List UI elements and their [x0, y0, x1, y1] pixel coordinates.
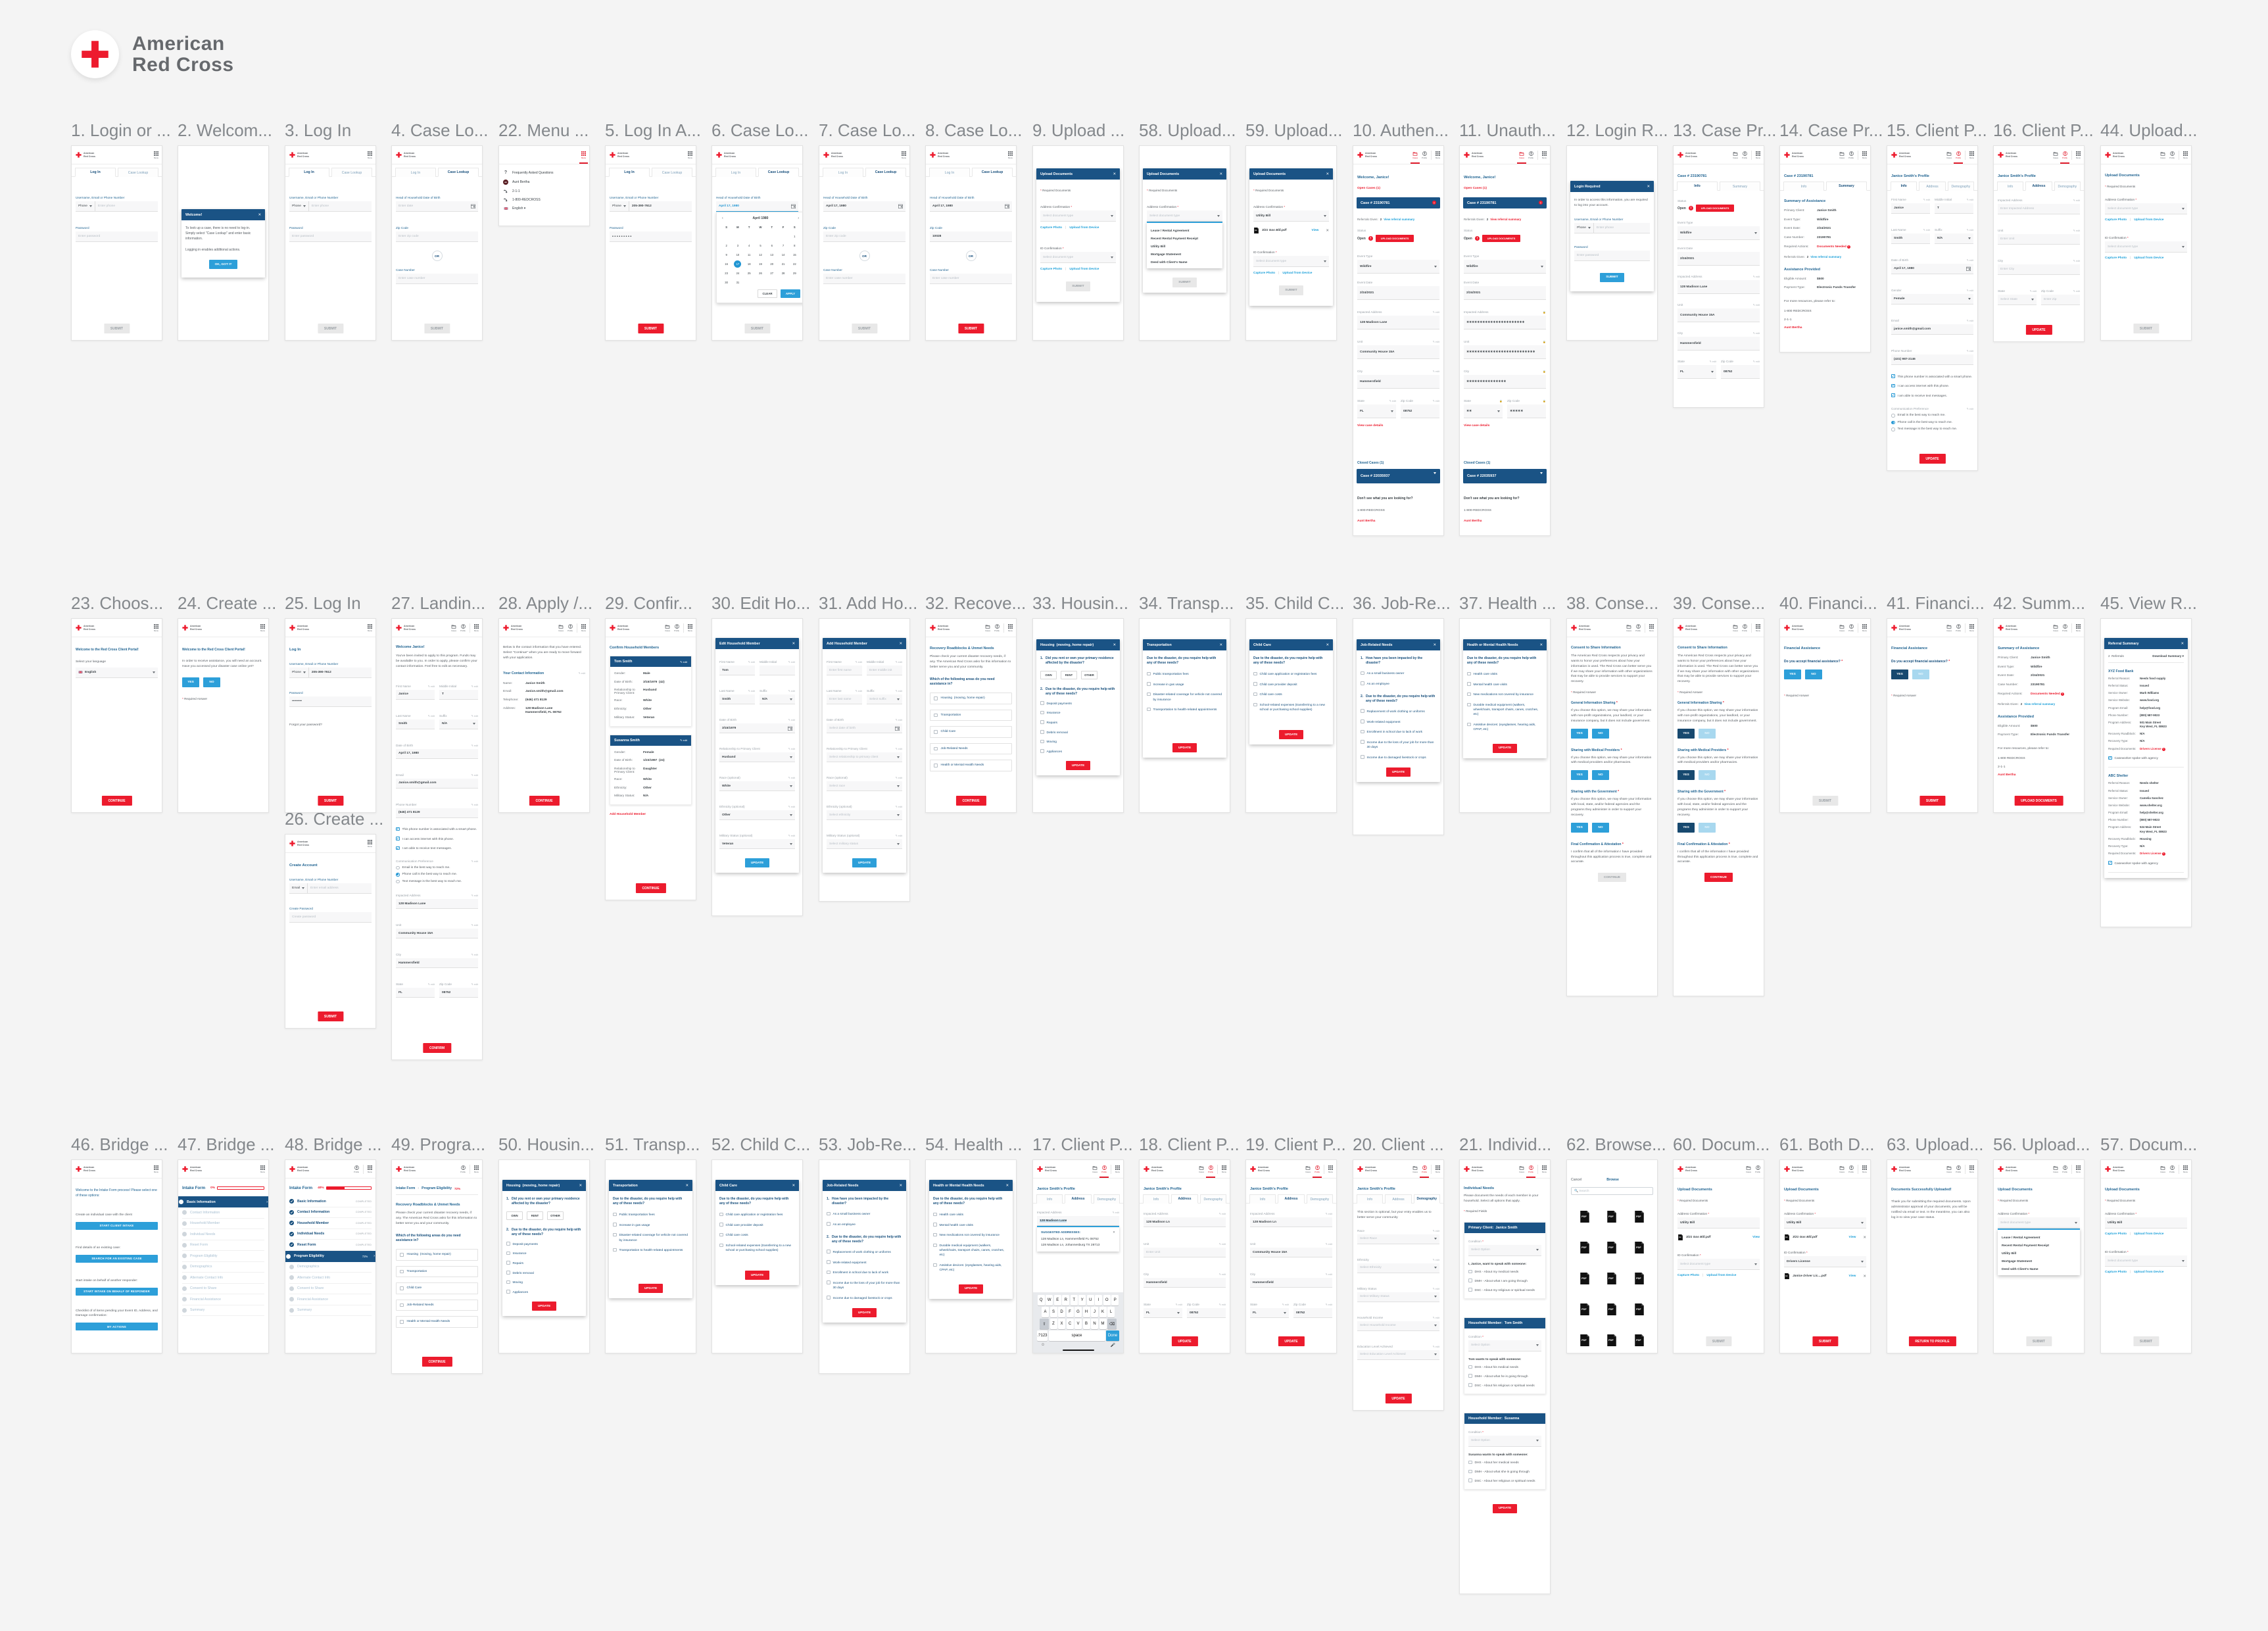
svg-text:PDF: PDF	[1636, 1215, 1641, 1218]
svg-text:PDF: PDF	[1636, 1308, 1641, 1311]
svg-text:PDF: PDF	[1636, 1339, 1641, 1342]
svg-text:PDF: PDF	[1581, 1246, 1587, 1249]
svg-text:PDF: PDF	[1785, 1276, 1789, 1277]
svg-text:PDF: PDF	[1636, 1277, 1641, 1280]
svg-text:PDF: PDF	[1636, 1246, 1641, 1249]
svg-text:PDF: PDF	[1581, 1277, 1587, 1280]
svg-text:PDF: PDF	[1785, 1237, 1789, 1238]
svg-text:PDF: PDF	[1609, 1277, 1614, 1280]
svg-text:PDF: PDF	[1255, 230, 1258, 231]
svg-text:PDF: PDF	[1581, 1308, 1587, 1311]
svg-text:PDF: PDF	[1581, 1339, 1587, 1342]
svg-text:PDF: PDF	[1609, 1246, 1614, 1249]
svg-text:PDF: PDF	[1679, 1237, 1682, 1238]
svg-text:PDF: PDF	[1609, 1215, 1614, 1218]
svg-text:PDF: PDF	[1581, 1215, 1587, 1218]
svg-text:PDF: PDF	[1609, 1339, 1614, 1342]
svg-text:PDF: PDF	[1609, 1308, 1614, 1311]
